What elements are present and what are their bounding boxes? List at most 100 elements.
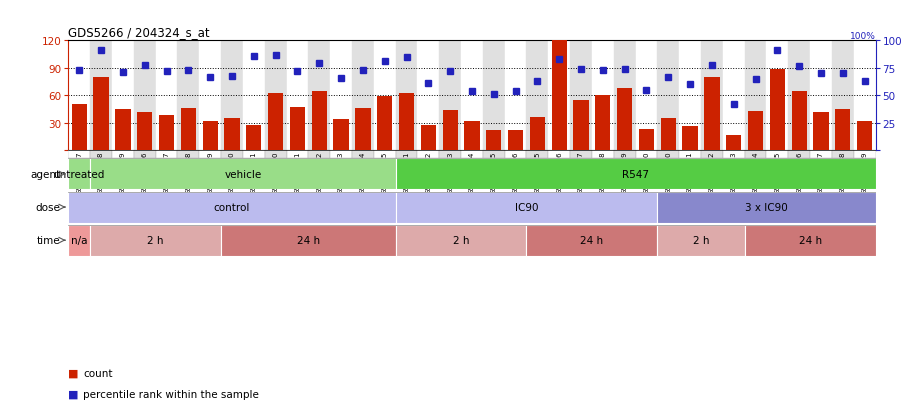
Text: GSM386253: GSM386253	[338, 151, 343, 194]
Text: agent: agent	[30, 169, 60, 180]
Text: GSM386230: GSM386230	[664, 151, 670, 194]
Text: GDS5266 / 204324_s_at: GDS5266 / 204324_s_at	[68, 26, 210, 39]
Bar	[268, 94, 283, 151]
Text: GSM386254: GSM386254	[360, 151, 365, 193]
Bar	[308, 41, 330, 151]
Text: GSM386259: GSM386259	[207, 151, 213, 194]
Bar	[548, 41, 569, 151]
Bar	[464, 121, 479, 151]
Bar	[657, 225, 743, 256]
Bar	[376, 97, 392, 151]
Text: GSM386260: GSM386260	[229, 151, 235, 194]
Bar	[333, 120, 348, 151]
Bar	[242, 41, 264, 151]
Text: ■: ■	[68, 368, 79, 378]
Text: dose: dose	[36, 202, 60, 213]
Bar	[613, 151, 635, 159]
Text: GSM386232: GSM386232	[708, 151, 714, 194]
Bar	[90, 159, 395, 190]
Bar	[701, 151, 722, 159]
Bar	[159, 116, 174, 151]
Text: GSM386246: GSM386246	[512, 151, 518, 194]
Bar	[569, 41, 591, 151]
Bar	[156, 151, 178, 159]
Bar	[573, 101, 588, 151]
Bar	[68, 192, 395, 223]
Bar	[791, 91, 806, 151]
Text: GSM386261: GSM386261	[251, 151, 257, 194]
Bar	[769, 69, 784, 151]
Text: count: count	[83, 368, 112, 378]
Text: GSM386258: GSM386258	[185, 151, 191, 194]
Bar	[290, 108, 305, 151]
Text: GSM386240: GSM386240	[643, 151, 649, 194]
Text: untreated: untreated	[54, 169, 105, 180]
Bar	[420, 125, 435, 151]
Text: GSM386231: GSM386231	[686, 151, 692, 194]
Bar	[591, 151, 613, 159]
Bar	[482, 151, 504, 159]
Bar	[660, 119, 675, 151]
Bar	[743, 41, 765, 151]
Bar	[286, 41, 308, 151]
Bar	[787, 41, 809, 151]
Text: GSM386257: GSM386257	[163, 151, 169, 194]
Text: GSM386234: GSM386234	[752, 151, 758, 194]
Bar	[68, 41, 90, 151]
Bar	[856, 121, 871, 151]
Bar	[722, 151, 743, 159]
Bar	[831, 151, 853, 159]
Bar	[242, 151, 264, 159]
Bar	[330, 151, 352, 159]
Bar	[90, 41, 112, 151]
Text: control: control	[213, 202, 250, 213]
Bar	[681, 127, 697, 151]
Bar	[569, 151, 591, 159]
Bar	[68, 151, 90, 159]
Bar	[617, 89, 631, 151]
Bar	[220, 41, 242, 151]
Bar	[178, 41, 200, 151]
Bar	[657, 151, 679, 159]
Text: GSM386236: GSM386236	[556, 151, 561, 194]
Text: GSM386252: GSM386252	[316, 151, 322, 193]
Text: n/a: n/a	[71, 235, 87, 246]
Text: GSM386256: GSM386256	[141, 151, 148, 194]
Bar	[308, 151, 330, 159]
Text: 24 h: 24 h	[579, 235, 603, 246]
Text: GSM386248: GSM386248	[98, 151, 104, 194]
Bar	[68, 159, 90, 190]
Bar	[482, 41, 504, 151]
Bar	[395, 41, 417, 151]
Bar	[352, 41, 374, 151]
Bar	[657, 192, 875, 223]
Bar	[286, 151, 308, 159]
Bar	[395, 192, 657, 223]
Bar	[831, 41, 853, 151]
Text: GSM386233: GSM386233	[730, 151, 736, 194]
Bar	[112, 41, 134, 151]
Text: 100%: 100%	[849, 32, 875, 41]
Text: IC90: IC90	[514, 202, 537, 213]
Bar	[551, 41, 567, 151]
Bar	[115, 110, 130, 151]
Bar	[679, 41, 701, 151]
Text: GSM386255: GSM386255	[382, 151, 387, 193]
Text: GSM386225: GSM386225	[773, 151, 780, 193]
Bar	[679, 151, 701, 159]
Bar	[246, 125, 261, 151]
Bar	[312, 91, 326, 151]
Text: GSM386241: GSM386241	[403, 151, 409, 194]
Bar	[439, 151, 461, 159]
Bar	[112, 151, 134, 159]
Bar	[200, 151, 220, 159]
Text: R547: R547	[621, 169, 649, 180]
Bar	[725, 135, 741, 151]
Text: GSM386250: GSM386250	[272, 151, 279, 194]
Text: GSM386239: GSM386239	[621, 151, 627, 194]
Bar	[657, 41, 679, 151]
Bar	[743, 151, 765, 159]
Text: GSM386229: GSM386229	[861, 151, 866, 194]
Text: GSM386245: GSM386245	[490, 151, 496, 193]
Bar	[202, 121, 218, 151]
